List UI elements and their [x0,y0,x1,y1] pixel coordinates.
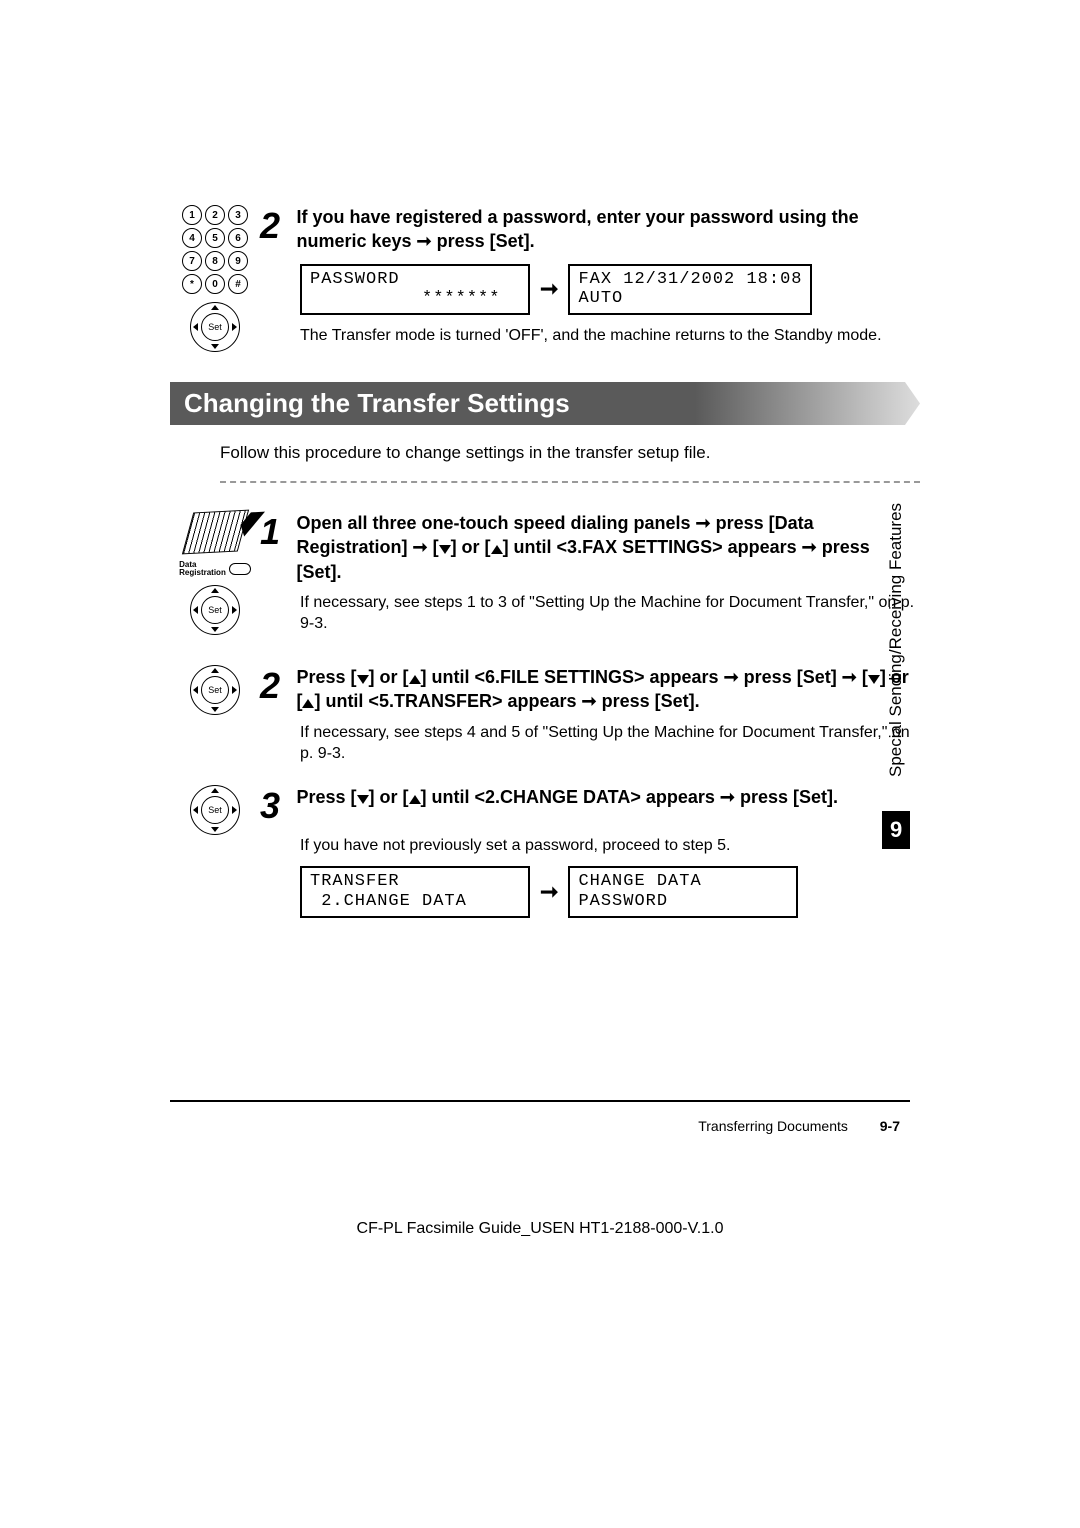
button-icon [229,563,251,575]
text: If you have registered a password, enter… [296,207,858,251]
down-triangle-icon [357,795,369,804]
chapter-number: 9 [882,811,910,849]
numeric-keypad-icon: 1 2 3 4 5 6 7 8 9 * 0 # [182,205,248,294]
footer-docid: CF-PL Facsimile Guide_USEN HT1-2188-000-… [357,1220,724,1238]
key: 1 [182,205,202,225]
footer-right: Transferring Documents 9-7 [698,1118,900,1134]
lcd-screen: PASSWORD ******* [300,264,530,315]
up-triangle-icon [302,699,314,708]
chapter-tab: Special Sending/Receiving Features 9 [882,480,910,849]
step-instruction: Press [] or [] until <6.FILE SETTINGS> a… [296,665,916,714]
key: 9 [228,251,248,271]
step-note: The Transfer mode is turned 'OFF', and t… [300,325,920,347]
down-triangle-icon [868,675,880,684]
dpad-set-label: Set [208,322,222,332]
lcd-screen: CHANGE DATA PASSWORD [568,866,798,917]
section-intro: Follow this procedure to change settings… [220,443,920,463]
dpad-icon: Set [190,585,240,635]
up-triangle-icon [409,795,421,804]
page-number: 9-7 [880,1118,900,1134]
step-number: 2 [260,205,292,247]
key: 8 [205,251,225,271]
step-number: 2 [260,665,292,707]
dpad-icon: Set [190,785,240,835]
step-content: 2 Press [] or [] until <6.FILE SETTINGS>… [260,665,920,765]
lcd-display-row: PASSWORD ******* ➞ FAX 12/31/2002 18:08 … [300,264,920,315]
one-touch-panel-icon [181,510,248,555]
key: 7 [182,251,202,271]
key: 3 [228,205,248,225]
step-instruction: Press [] or [] until <2.CHANGE DATA> app… [296,785,916,809]
step-content: 1 Open all three one-touch speed dialing… [260,511,920,635]
step-instruction: Open all three one-touch speed dialing p… [296,511,916,584]
key: 2 [205,205,225,225]
step-2-top: 1 2 3 4 5 6 7 8 9 * 0 # Set 2 If y [170,205,920,352]
up-triangle-icon [409,675,421,684]
key: 6 [228,228,248,248]
dpad-set-label: Set [208,685,222,695]
key: * [182,274,202,294]
data-registration-icon: Data Registration [179,561,251,577]
key: 4 [182,228,202,248]
dpad-icon: Set [190,665,240,715]
label: Data Registration [179,561,226,577]
icon-column: Set [170,665,260,715]
icon-column: Set [170,785,260,835]
step-content: 3 Press [] or [] until <2.CHANGE DATA> a… [260,785,920,928]
step-number: 1 [260,511,292,553]
arrow-icon: ➞ [540,276,558,302]
dpad-set-label: Set [208,805,222,815]
text: press [Set]. [432,231,535,251]
icon-keypad-dpad: 1 2 3 4 5 6 7 8 9 * 0 # Set [170,205,260,352]
lcd-screen: FAX 12/31/2002 18:08 AUTO [568,264,812,315]
page-content: 1 2 3 4 5 6 7 8 9 * 0 # Set 2 If y [170,205,920,948]
step-instruction: If you have registered a password, enter… [296,205,916,254]
section-heading: Changing the Transfer Settings [170,382,920,425]
lcd-screen: TRANSFER 2.CHANGE DATA [300,866,530,917]
key: 5 [205,228,225,248]
step-1: Data Registration Set 1 Open all three o… [170,511,920,635]
key: # [228,274,248,294]
key: 0 [205,274,225,294]
dpad-set-label: Set [208,605,222,615]
step-number: 3 [260,785,292,827]
step-2: Set 2 Press [] or [] until <6.FILE SETTI… [170,665,920,765]
step-note: If you have not previously set a passwor… [300,835,920,857]
divider [220,481,920,483]
up-triangle-icon [491,545,503,554]
step-note: If necessary, see steps 4 and 5 of "Sett… [300,722,920,765]
down-triangle-icon [439,545,451,554]
dpad-icon: Set [190,302,240,352]
step-note: If necessary, see steps 1 to 3 of "Setti… [300,592,920,635]
arrow-icon: ➞ [540,879,558,905]
down-triangle-icon [357,675,369,684]
icon-column: Data Registration Set [170,511,260,635]
footer-section: Transferring Documents [698,1118,848,1134]
lcd-display-row: TRANSFER 2.CHANGE DATA ➞ CHANGE DATA PAS… [300,866,920,917]
step-3: Set 3 Press [] or [] until <2.CHANGE DAT… [170,785,920,928]
arrow-icon: ➞ [417,231,432,251]
footer-rule [170,1100,910,1102]
chapter-title-vertical: Special Sending/Receiving Features [886,480,906,800]
step-content: 2 If you have registered a password, ent… [260,205,920,346]
